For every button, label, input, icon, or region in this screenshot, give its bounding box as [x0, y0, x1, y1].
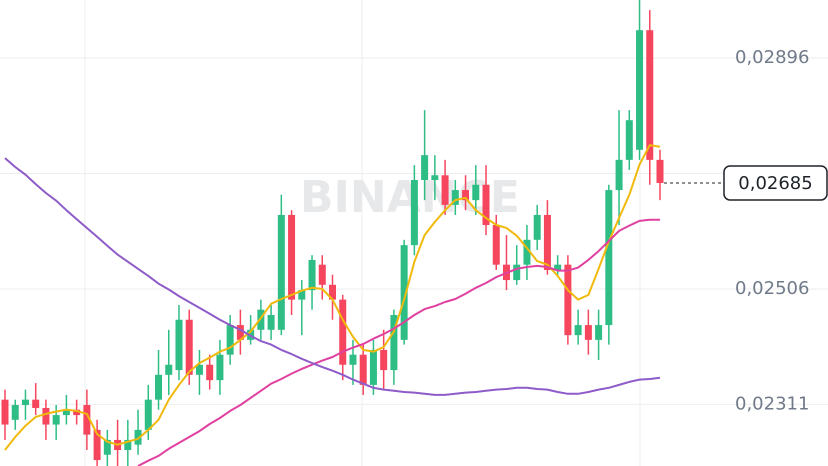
candle-body [595, 325, 603, 340]
candle-body [646, 30, 654, 160]
candle-body [185, 319, 193, 375]
candle-body [288, 214, 296, 300]
candle-body [318, 264, 326, 285]
candle-body [308, 259, 316, 291]
current-price-box [723, 165, 828, 201]
candle-body [144, 399, 152, 430]
candle-body [615, 159, 623, 191]
current-price-label: 0,02685 [738, 173, 812, 194]
candle-body [277, 214, 285, 330]
candle-body [564, 264, 572, 336]
candle-body [134, 429, 142, 445]
candle-body [421, 155, 429, 181]
candle-body [380, 349, 388, 371]
candle-body [216, 354, 224, 381]
candle-body [267, 315, 275, 330]
candle-body [533, 214, 541, 240]
candle-body [1, 399, 9, 425]
candle-body [482, 184, 490, 226]
candle-body [21, 399, 29, 406]
candle-body [513, 264, 521, 281]
candle-body [236, 325, 244, 340]
candle-body [195, 364, 203, 375]
candle-body [554, 264, 562, 271]
candle-body [339, 299, 347, 365]
candle-body [390, 315, 398, 371]
candle-body [359, 354, 367, 385]
candle-body [543, 214, 551, 271]
candle-body [656, 159, 664, 183]
candle-body [175, 319, 183, 371]
candle-body [32, 399, 40, 408]
candle-body [574, 325, 582, 336]
y-tick-label: 0,02896 [735, 47, 809, 68]
candle-body [584, 325, 592, 340]
candle-body [369, 349, 377, 385]
candle-body [165, 364, 173, 375]
candle-body [298, 290, 306, 300]
y-tick-label: 0,02311 [735, 393, 809, 414]
candle-body [636, 30, 644, 150]
candle-body [329, 284, 336, 300]
candle-body [226, 325, 234, 355]
candle-body [451, 190, 459, 205]
candle-body [62, 409, 70, 416]
candle-body [625, 120, 633, 160]
candle-body [83, 405, 91, 435]
candle-body [441, 175, 449, 205]
candle-body [400, 245, 408, 340]
candle-body [155, 374, 163, 400]
candle-body [124, 439, 132, 451]
candle-body [523, 239, 531, 265]
candle-body [11, 405, 19, 420]
candle-body [410, 180, 418, 246]
candle-body [257, 309, 265, 330]
candle-body [472, 184, 480, 201]
candle-body [349, 354, 357, 365]
candle-body [462, 190, 470, 201]
y-tick-label: 0,02506 [735, 278, 809, 299]
candle-body [42, 407, 50, 425]
marks [1, 0, 664, 466]
candle-body [52, 415, 60, 425]
moving-average-line [4, 157, 661, 396]
candle-body [103, 439, 111, 455]
candle-body [206, 364, 214, 381]
candle-body [93, 429, 101, 461]
candle-body [492, 225, 500, 265]
candle-body [605, 190, 613, 326]
candle-body [431, 175, 439, 181]
candle-body [73, 409, 81, 416]
moving-average-line [137, 218, 660, 466]
